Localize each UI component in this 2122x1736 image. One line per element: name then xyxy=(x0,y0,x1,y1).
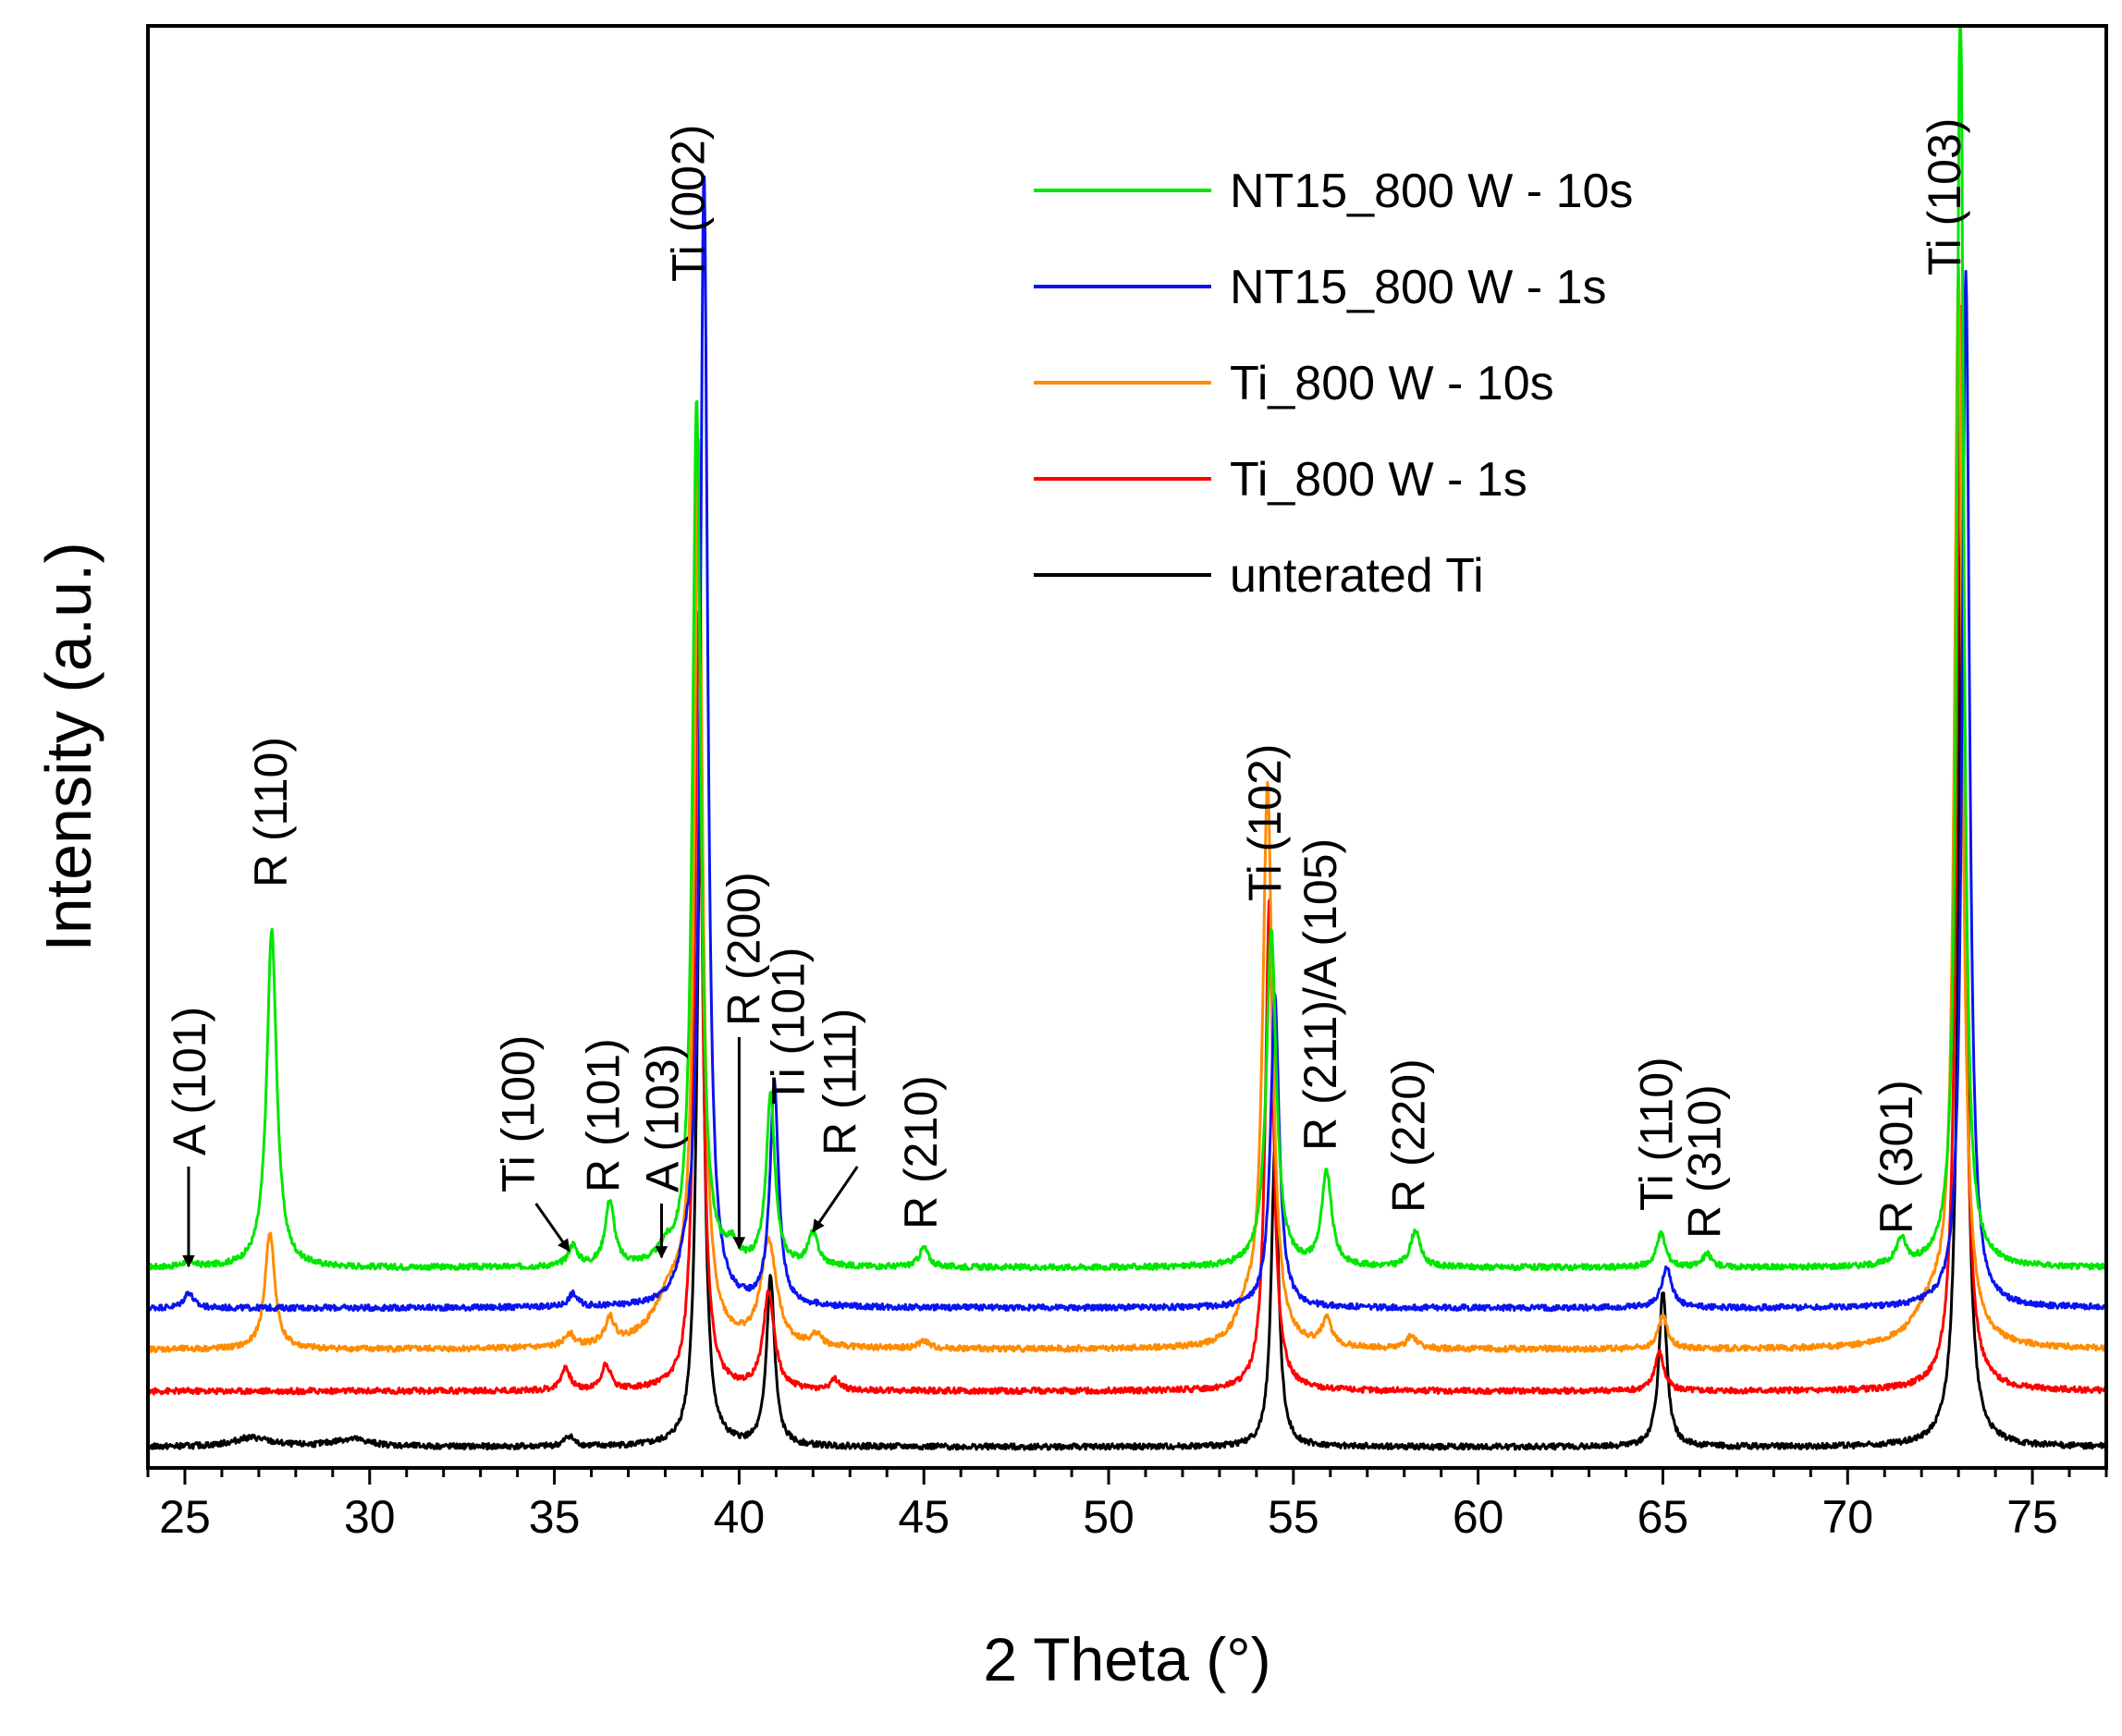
peak-label: R (211)/A (105) xyxy=(1294,838,1346,1151)
series-layer xyxy=(146,26,2108,1451)
peak-label: R (200) xyxy=(718,872,769,1026)
x-tick-label: 55 xyxy=(1268,1491,1319,1543)
peak-label: Ti (102) xyxy=(1239,744,1291,901)
legend-label: unterated Ti xyxy=(1230,549,1484,603)
x-tick-label: 35 xyxy=(529,1491,581,1543)
peak-label: R (301) xyxy=(1871,1080,1922,1234)
peak-label: R (220) xyxy=(1383,1058,1435,1213)
series-line-0 xyxy=(147,26,2108,1272)
x-tick-label: 40 xyxy=(714,1491,766,1543)
x-tick-label: 50 xyxy=(1083,1491,1135,1543)
x-tick-label: 60 xyxy=(1453,1491,1504,1543)
peak-label: Ti (100) xyxy=(493,1035,545,1192)
series-line-3 xyxy=(146,304,2108,1396)
axes xyxy=(146,24,2108,1470)
y-axis-title: Intensity (a.u.) xyxy=(32,542,104,952)
series-line-4 xyxy=(146,461,2108,1451)
x-axis-title: 2 Theta (°) xyxy=(983,1625,1270,1693)
series-line-2 xyxy=(146,264,2108,1353)
x-tick-label: 65 xyxy=(1637,1491,1689,1543)
peak-label: A (101) xyxy=(164,1007,215,1155)
peak-arrow xyxy=(812,1166,859,1233)
x-tick-label: 30 xyxy=(344,1491,396,1543)
peak-label: R (110) xyxy=(245,737,297,887)
peak-label: R (210) xyxy=(895,1075,947,1229)
peak-label: R (101) xyxy=(578,1038,630,1192)
plot-frame xyxy=(146,24,2108,1470)
peak-annotations: A (101) R (110) Ti (100) R (101) A (103) Ti (… xyxy=(164,118,1970,1268)
x-tick-label: 25 xyxy=(159,1491,211,1543)
peak-label: Ti (110) xyxy=(1630,1057,1682,1211)
x-tick-label: 75 xyxy=(2006,1491,2058,1543)
x-tick-label: 45 xyxy=(898,1491,950,1543)
x-tick-label: 70 xyxy=(1821,1491,1873,1543)
legend-label: Ti_800 W - 1s xyxy=(1230,453,1527,507)
series-line-1 xyxy=(146,175,2108,1313)
peak-label: Ti (002) xyxy=(662,125,714,282)
peak-label: Ti (103) xyxy=(1919,118,1970,275)
peak-arrow xyxy=(534,1203,570,1253)
legend-label: NT15_800 W - 10s xyxy=(1230,165,1633,218)
legend-label: Ti_800 W - 10s xyxy=(1230,357,1554,410)
legend: NT15_800 W - 10s NT15_800 W - 1s Ti_800 W … xyxy=(1034,165,1633,603)
peak-label: R (111) xyxy=(814,1009,865,1155)
peak-label: A (103) xyxy=(636,1044,688,1192)
x-ticks: 25 30 35 40 45 50 55 60 65 70 75 xyxy=(146,1468,2108,1543)
peak-label: Ti (101) xyxy=(762,947,814,1105)
legend-label: NT15_800 W - 1s xyxy=(1230,261,1607,314)
peak-label: R (310) xyxy=(1678,1084,1730,1239)
